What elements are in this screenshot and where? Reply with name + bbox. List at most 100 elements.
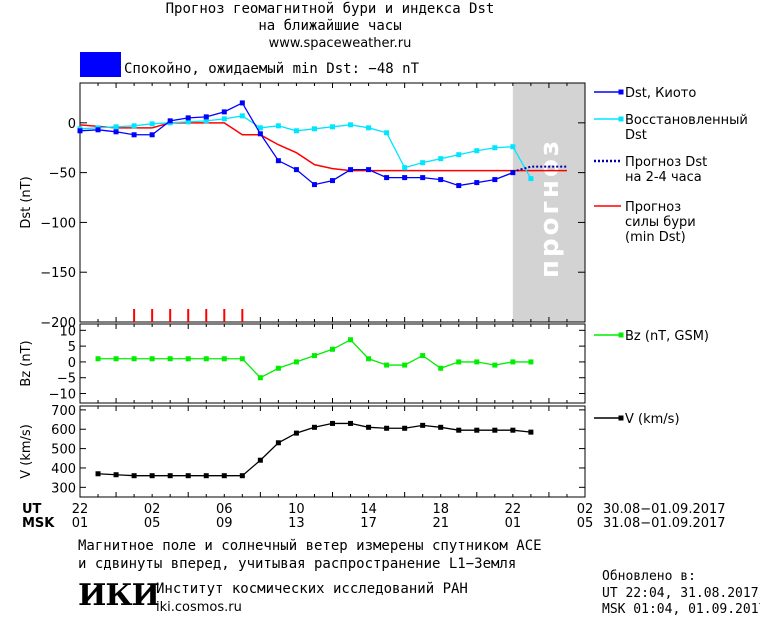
y-tick-label: −100 [40, 216, 76, 231]
x-tick-label-ut: 02 [144, 502, 161, 517]
reconstructed-dst-series-point [275, 123, 281, 129]
x-tick-label-msk: 01 [505, 516, 522, 531]
kyoto-dst-series-point [275, 158, 281, 164]
kyoto-dst-series-point [384, 175, 390, 181]
kyoto-dst-series-point [149, 132, 155, 138]
v-series-point [348, 420, 354, 426]
reconstructed-dst-series-point [402, 165, 408, 171]
kyoto-dst-series-point [402, 175, 408, 181]
bz-series-point [311, 353, 317, 359]
updated-msk: MSK 01:04, 01.09.2017 [602, 602, 760, 617]
v-series-point [456, 427, 462, 433]
v-series-point [203, 473, 209, 479]
kyoto-dst-series-point [510, 170, 516, 176]
kyoto-dst-series-point [95, 127, 101, 133]
x-tick-label-msk: 17 [360, 516, 377, 531]
v-series-point [311, 424, 317, 430]
updated-label: Обновлено в: [602, 569, 696, 584]
kyoto-dst-series-point [330, 178, 335, 184]
x-tick-label-msk: 05 [577, 516, 594, 531]
legend-reconstructed-dst-swatch-point [618, 116, 624, 122]
legend-reconstructed-dst-label: Dst [625, 128, 647, 143]
chart-title-line2: на ближайшие часы [258, 18, 402, 34]
bz-series-line [98, 338, 531, 379]
y-tick-label: 600 [51, 423, 76, 438]
bz-series-point [221, 356, 227, 362]
institute-url[interactable]: iki.cosmos.ru [156, 600, 242, 615]
y-tick-label: 300 [51, 481, 76, 496]
reconstructed-dst-series-point [311, 126, 317, 132]
y-tick-label: −50 [49, 167, 76, 182]
legend-kyoto-dst-swatch-point [618, 89, 624, 95]
reconstructed-dst-series-point [474, 148, 480, 154]
y-tick-label: 500 [51, 443, 76, 458]
kyoto-dst-series-point [239, 100, 245, 106]
y-axis-label: Dst (nT) [19, 176, 34, 228]
reconstructed-dst-series-point [203, 118, 209, 124]
reconstructed-dst-series-point [113, 124, 119, 130]
x-tick-label-ut: 18 [432, 502, 449, 517]
v-series-point [510, 427, 516, 433]
reconstructed-dst-series-point [221, 116, 227, 122]
bz-series-point [402, 362, 408, 368]
legend-v-label: V (km/s) [625, 412, 680, 427]
kyoto-dst-series-point [203, 114, 209, 120]
source-url[interactable]: www.spaceweather.ru [268, 36, 412, 51]
x-tick-label-msk: 21 [432, 516, 449, 531]
kyoto-dst-series-point [474, 180, 480, 186]
v-series-point [95, 471, 101, 477]
x-tick-label-msk: 09 [216, 516, 233, 531]
legend-bz-swatch-point [618, 332, 624, 338]
v-series-point [293, 430, 299, 436]
bz-series-point [203, 356, 209, 362]
v-series-point [113, 472, 119, 478]
panel-frame-3 [79, 405, 586, 498]
v-series-point [185, 473, 191, 479]
panel-frame-2 [79, 323, 586, 404]
updated-ut: UT 22:04, 31.08.2017 [602, 586, 759, 601]
bz-series-point [510, 359, 516, 365]
y-tick-label: −5 [57, 372, 76, 387]
reconstructed-dst-series-point [528, 176, 534, 182]
bz-series-point [257, 375, 263, 381]
bz-series-point [456, 359, 462, 365]
chart-title-line1: Прогноз геомагнитной бури и индекса Dst [165, 1, 495, 17]
v-series-line [98, 422, 531, 477]
bz-series-point [528, 359, 534, 365]
legend-storm-forecast-label: силы бури [625, 215, 696, 230]
x-tick-label-ut: 02 [577, 502, 594, 517]
kyoto-dst-series-point [167, 118, 173, 124]
v-series-point [438, 424, 444, 430]
bz-series-point [131, 356, 137, 362]
kyoto-dst-series-point [438, 177, 444, 183]
legend-storm-forecast-label: Прогноз [625, 200, 681, 215]
x-tick-label-ut: 22 [72, 502, 89, 517]
reconstructed-dst-series-point [330, 124, 335, 130]
legend-dst-forecast-label: на 2-4 часа [625, 170, 702, 185]
reconstructed-dst-series-line [79, 115, 532, 179]
v-series-point [167, 473, 173, 479]
v-series-point [492, 427, 498, 433]
bz-series-point [239, 356, 245, 362]
y-tick-label: 400 [51, 462, 76, 477]
reconstructed-dst-series-point [257, 125, 263, 131]
bz-series-point [293, 359, 299, 365]
kyoto-dst-series-point [257, 131, 263, 137]
v-series-point [528, 429, 534, 435]
kyoto-dst-series-point [131, 132, 137, 138]
x-tick-label-msk: 01 [72, 516, 89, 531]
reconstructed-dst-series-point [384, 130, 390, 136]
v-series-point [384, 425, 390, 431]
v-series-point [275, 440, 281, 446]
kyoto-dst-series-point [311, 182, 317, 188]
y-tick-label: 0 [68, 117, 76, 132]
date-range-ut: 30.08−01.09.2017 [603, 502, 726, 517]
bz-series-point [275, 365, 281, 371]
bz-series-point [185, 356, 191, 362]
iki-logo: ИКИ [78, 578, 160, 613]
v-series-point [474, 427, 480, 433]
kyoto-dst-series-point [420, 175, 426, 181]
bz-series-point [149, 356, 155, 362]
